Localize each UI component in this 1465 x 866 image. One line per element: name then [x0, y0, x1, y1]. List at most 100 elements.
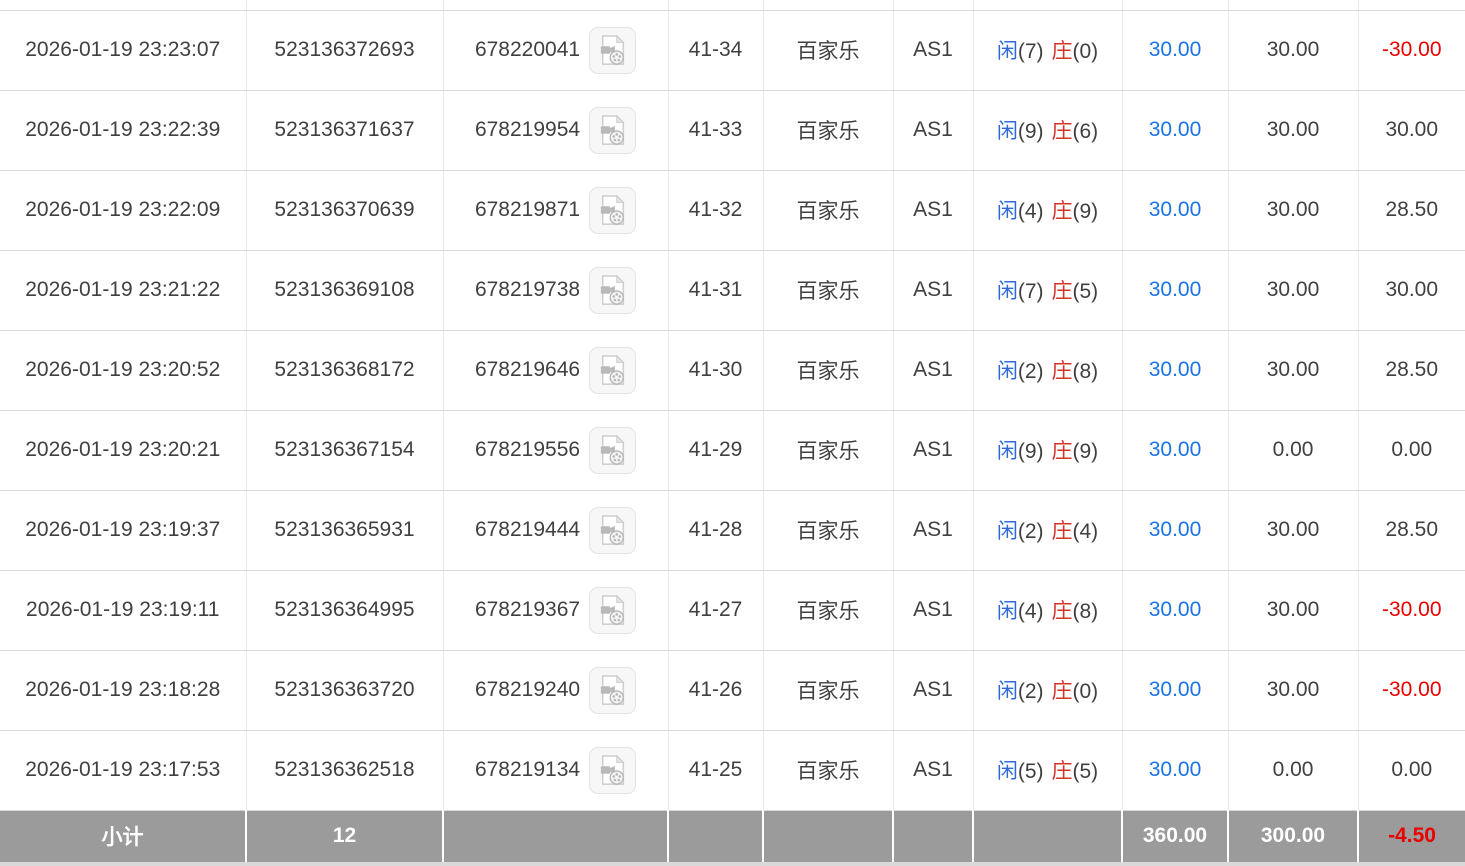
bet-id: 523136371637	[246, 90, 444, 171]
round-id-group: 678219954	[444, 106, 668, 154]
bet-amount-link[interactable]: 30.00	[1148, 38, 1202, 61]
video-replay-button[interactable]	[589, 506, 637, 554]
round-id-group: 678219240	[444, 666, 668, 714]
bet-time: 2026-01-19 23:20:52	[0, 330, 247, 411]
bet-amount-cell: 30.00	[1122, 570, 1229, 651]
table-name: AS1	[893, 170, 974, 251]
video-file-icon	[600, 114, 625, 145]
round-cell: 678219646	[443, 330, 669, 411]
valid-amount: 30.00	[1228, 490, 1359, 571]
bet-amount-cell: 30.00	[1122, 730, 1229, 811]
round-cell: 678219134	[443, 730, 669, 811]
round-id-group: 678219134	[444, 746, 668, 794]
banker-result-value: (4)	[1072, 520, 1099, 543]
table-row: 2026-01-19 23:23:07 523136372693 6782200…	[0, 10, 1465, 91]
valid-amount: 30.00	[1228, 170, 1359, 251]
round-id: 678219240	[474, 678, 581, 701]
valid-amount: 0.00	[1228, 410, 1359, 491]
game-name: 百家乐	[763, 170, 894, 251]
bet-time: 2026-01-19 23:17:53	[0, 730, 247, 811]
result-cell: 闲(2) 庄(8)	[973, 330, 1123, 411]
round-id: 678220041	[474, 38, 581, 61]
player-result-label: 闲	[996, 40, 1018, 63]
video-replay-button[interactable]	[589, 266, 637, 314]
bet-amount-link[interactable]: 30.00	[1148, 198, 1202, 221]
table-name: AS1	[893, 250, 974, 331]
partial-cell	[443, 0, 669, 11]
round-id: 678219646	[474, 358, 581, 381]
game-name: 百家乐	[763, 570, 894, 651]
table-row: 2026-01-19 23:22:09 523136370639 6782198…	[0, 170, 1465, 251]
table-bottom-edge	[0, 862, 1465, 866]
bet-amount-link[interactable]: 30.00	[1148, 278, 1202, 301]
player-result-label: 闲	[996, 360, 1018, 383]
round-id: 678219444	[474, 518, 581, 541]
video-replay-button[interactable]	[589, 26, 637, 74]
bet-amount-link[interactable]: 30.00	[1148, 518, 1202, 541]
bet-time: 2026-01-19 23:22:09	[0, 170, 247, 251]
game-name: 百家乐	[763, 730, 894, 811]
bet-amount-link[interactable]: 30.00	[1148, 678, 1202, 701]
round-id: 678219954	[474, 118, 581, 141]
table-name: AS1	[893, 410, 974, 491]
bet-amount-cell: 30.00	[1122, 170, 1229, 251]
player-result-value: (4)	[1017, 600, 1044, 623]
partial-cell	[246, 0, 444, 11]
table-round: 41-34	[668, 10, 764, 91]
table-round: 41-33	[668, 90, 764, 171]
bet-amount-cell: 30.00	[1122, 90, 1229, 171]
table-row: 2026-01-19 23:17:53 523136362518 6782191…	[0, 730, 1465, 811]
game-name: 百家乐	[763, 650, 894, 731]
banker-result-label: 庄	[1051, 120, 1073, 143]
round-cell: 678219954	[443, 90, 669, 171]
video-replay-button[interactable]	[589, 186, 637, 234]
bet-id: 523136367154	[246, 410, 444, 491]
bet-amount-link[interactable]: 30.00	[1148, 358, 1202, 381]
video-replay-button[interactable]	[589, 586, 637, 634]
round-id-group: 678220041	[444, 26, 668, 74]
subtotal-valid-total: 300.00	[1228, 810, 1359, 862]
video-replay-button[interactable]	[589, 426, 637, 474]
bet-amount-link[interactable]: 30.00	[1148, 438, 1202, 461]
table-round: 41-29	[668, 410, 764, 491]
video-file-icon	[600, 34, 625, 65]
bet-amount-cell: 30.00	[1122, 10, 1229, 91]
banker-result-value: (9)	[1072, 440, 1099, 463]
partial-cell	[1358, 0, 1465, 11]
table-round: 41-27	[668, 570, 764, 651]
video-file-icon	[600, 194, 625, 225]
video-replay-button[interactable]	[589, 666, 637, 714]
partial-cell	[1228, 0, 1359, 11]
banker-result-value: (6)	[1072, 120, 1099, 143]
partial-row-top	[0, 0, 1465, 11]
video-replay-button[interactable]	[589, 106, 637, 154]
bet-id: 523136364995	[246, 570, 444, 651]
subtotal-bet-total: 360.00	[1122, 810, 1229, 862]
bet-amount-cell: 30.00	[1122, 250, 1229, 331]
player-result-value: (9)	[1017, 440, 1044, 463]
round-cell: 678219738	[443, 250, 669, 331]
bet-amount-link[interactable]: 30.00	[1148, 118, 1202, 141]
video-replay-button[interactable]	[589, 746, 637, 794]
player-result-value: (2)	[1017, 520, 1044, 543]
subtotal-count: 12	[246, 810, 444, 862]
table-name: AS1	[893, 650, 974, 731]
table-round: 41-30	[668, 330, 764, 411]
subtotal-empty-cell	[893, 810, 974, 862]
game-name: 百家乐	[763, 10, 894, 91]
banker-result-value: (9)	[1072, 200, 1099, 223]
round-id-group: 678219646	[444, 346, 668, 394]
bet-time: 2026-01-19 23:20:21	[0, 410, 247, 491]
video-file-icon	[600, 674, 625, 705]
result-cell: 闲(7) 庄(5)	[973, 250, 1123, 331]
video-file-icon	[600, 274, 625, 305]
table-name: AS1	[893, 730, 974, 811]
result-cell: 闲(5) 庄(5)	[973, 730, 1123, 811]
player-result-value: (2)	[1017, 680, 1044, 703]
round-cell: 678219556	[443, 410, 669, 491]
video-replay-button[interactable]	[589, 346, 637, 394]
bet-amount-link[interactable]: 30.00	[1148, 598, 1202, 621]
win-loss: -30.00	[1358, 650, 1465, 731]
win-loss: -30.00	[1358, 570, 1465, 651]
bet-amount-link[interactable]: 30.00	[1148, 758, 1202, 781]
